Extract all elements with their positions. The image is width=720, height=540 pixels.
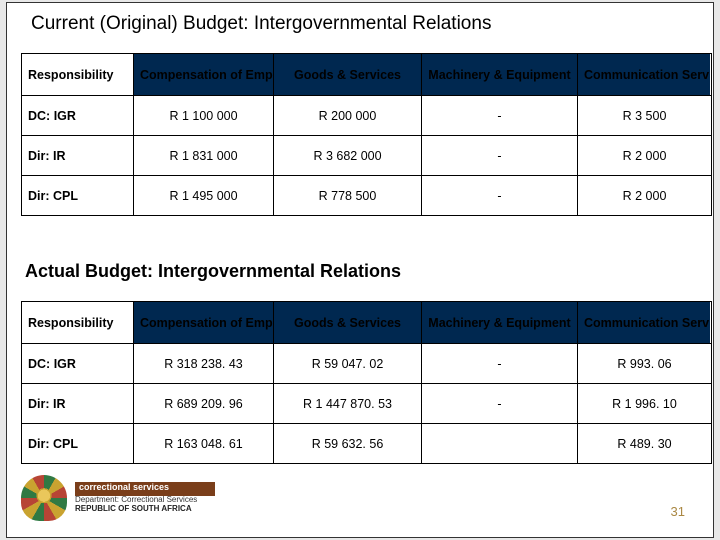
table-actual-budget: Responsibility Compensation of Employees…	[21, 301, 712, 464]
col-compensation: Compensation of Employees	[140, 68, 274, 82]
cell-value	[422, 424, 578, 464]
title-current: Current (Original) Budget: Intergovernme…	[31, 13, 491, 35]
cell-value: -	[422, 176, 578, 216]
col-machinery: Machinery & Equipment	[428, 316, 570, 330]
cell-value: R 489. 30	[578, 424, 712, 464]
table-row: Dir: IR R 689 209. 96 R 1 447 870. 53 - …	[22, 384, 712, 424]
cell-value: -	[422, 96, 578, 136]
cell-value: R 200 000	[274, 96, 422, 136]
col-machinery: Machinery & Equipment	[428, 68, 570, 82]
cell-value: R 318 238. 43	[134, 344, 274, 384]
title-actual: Actual Budget: Intergovernmental Relatio…	[25, 261, 401, 282]
col-communication: Communication Serv	[584, 68, 709, 82]
cell-value: R 1 100 000	[134, 96, 274, 136]
col-responsibility: Responsibility	[28, 68, 113, 82]
table-current-budget: Responsibility Compensation of Employees…	[21, 53, 712, 216]
cell-value: R 2 000	[578, 176, 712, 216]
cell-resp: Dir: IR	[22, 136, 134, 176]
cell-value: R 59 047. 02	[274, 344, 422, 384]
cell-value: R 2 000	[578, 136, 712, 176]
cell-value: R 1 996. 10	[578, 384, 712, 424]
col-goods-services: Goods & Services	[294, 316, 401, 330]
logo-rsa: REPUBLIC OF SOUTH AFRICA	[75, 505, 215, 514]
col-communication: Communication Serv	[584, 316, 709, 330]
col-goods-services: Goods & Services	[294, 68, 401, 82]
cell-resp: Dir: CPL	[22, 424, 134, 464]
cell-value: R 1 831 000	[134, 136, 274, 176]
cell-value: -	[422, 344, 578, 384]
table-row: Dir: CPL R 1 495 000 R 778 500 - R 2 000	[22, 176, 712, 216]
table-row: DC: IGR R 318 238. 43 R 59 047. 02 - R 9…	[22, 344, 712, 384]
cell-value: R 163 048. 61	[134, 424, 274, 464]
cell-value: R 689 209. 96	[134, 384, 274, 424]
cell-resp: DC: IGR	[22, 96, 134, 136]
logo-text: correctional services Department: Correc…	[75, 482, 215, 514]
table-row: Dir: IR R 1 831 000 R 3 682 000 - R 2 00…	[22, 136, 712, 176]
cell-value: R 993. 06	[578, 344, 712, 384]
cell-value: -	[422, 136, 578, 176]
logo-bar: correctional services	[75, 482, 215, 496]
cell-value: R 1 447 870. 53	[274, 384, 422, 424]
page-number: 31	[671, 504, 685, 519]
cell-resp: Dir: CPL	[22, 176, 134, 216]
table-row: DC: IGR R 1 100 000 R 200 000 - R 3 500	[22, 96, 712, 136]
cell-value: R 778 500	[274, 176, 422, 216]
table-header-row: Responsibility Compensation of Employees…	[22, 54, 712, 96]
slide: Current (Original) Budget: Intergovernme…	[6, 2, 714, 538]
cell-value: R 1 495 000	[134, 176, 274, 216]
cell-resp: DC: IGR	[22, 344, 134, 384]
cell-resp: Dir: IR	[22, 384, 134, 424]
col-compensation: Compensation of Employees	[140, 316, 274, 330]
table-header-row: Responsibility Compensation of Employees…	[22, 302, 712, 344]
table-row: Dir: CPL R 163 048. 61 R 59 632. 56 R 48…	[22, 424, 712, 464]
col-responsibility: Responsibility	[28, 316, 113, 330]
cell-value: R 59 632. 56	[274, 424, 422, 464]
cell-value: -	[422, 384, 578, 424]
coat-of-arms-icon	[21, 475, 67, 521]
logo-correctional-services: correctional services Department: Correc…	[21, 471, 261, 525]
cell-value: R 3 500	[578, 96, 712, 136]
cell-value: R 3 682 000	[274, 136, 422, 176]
